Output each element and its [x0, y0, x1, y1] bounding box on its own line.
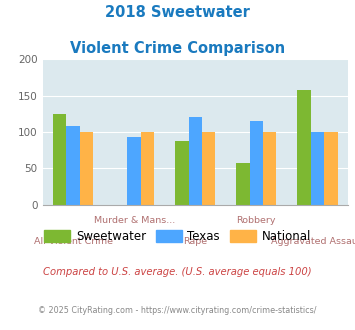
- Legend: Sweetwater, Texas, National: Sweetwater, Texas, National: [39, 225, 316, 248]
- Text: Aggravated Assault: Aggravated Assault: [271, 237, 355, 246]
- Text: Murder & Mans...: Murder & Mans...: [94, 216, 175, 225]
- Bar: [175, 141, 189, 205]
- Bar: [53, 114, 66, 205]
- Bar: [297, 90, 311, 205]
- Text: Robbery: Robbery: [236, 216, 276, 225]
- Bar: [141, 132, 154, 205]
- Bar: [324, 132, 338, 205]
- Bar: [311, 132, 324, 205]
- Bar: [66, 126, 80, 205]
- Bar: [202, 132, 215, 205]
- Text: Violent Crime Comparison: Violent Crime Comparison: [70, 41, 285, 56]
- Bar: [250, 121, 263, 205]
- Text: 2018 Sweetwater: 2018 Sweetwater: [105, 5, 250, 20]
- Bar: [236, 163, 250, 205]
- Text: © 2025 CityRating.com - https://www.cityrating.com/crime-statistics/: © 2025 CityRating.com - https://www.city…: [38, 306, 317, 315]
- Text: All Violent Crime: All Violent Crime: [34, 237, 113, 246]
- Bar: [127, 137, 141, 205]
- Bar: [189, 117, 202, 205]
- Text: Compared to U.S. average. (U.S. average equals 100): Compared to U.S. average. (U.S. average …: [43, 267, 312, 277]
- Text: Rape: Rape: [183, 237, 207, 246]
- Bar: [80, 132, 93, 205]
- Bar: [263, 132, 277, 205]
